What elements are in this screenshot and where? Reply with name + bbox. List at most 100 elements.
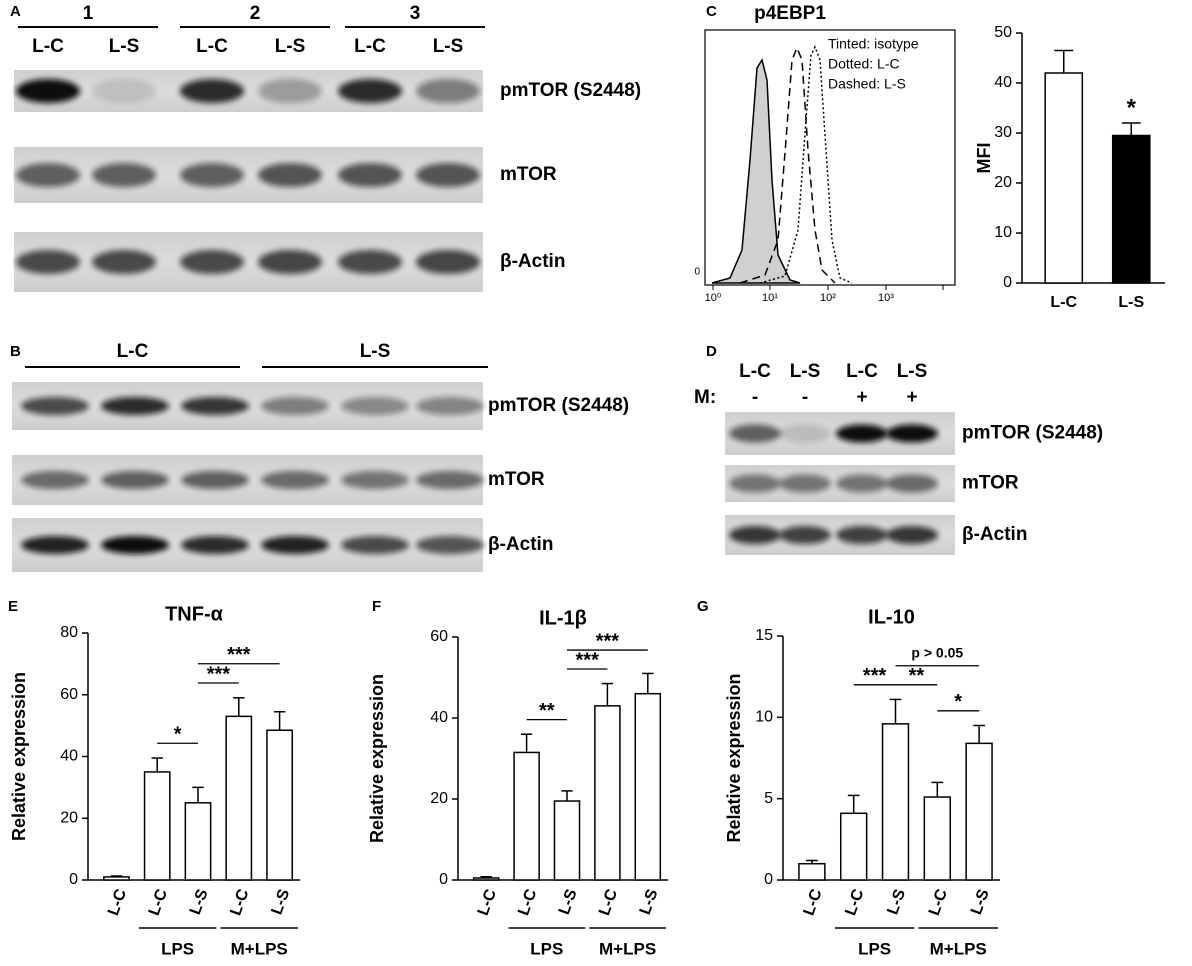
blot-band [16, 250, 80, 274]
bar [266, 729, 293, 881]
bar [143, 771, 171, 881]
lane-label: L-S [109, 36, 140, 57]
blot-band [101, 397, 169, 415]
group-label: L-C [117, 341, 149, 362]
bar [1044, 72, 1084, 284]
band-label: pmTOR (S2448) [500, 80, 641, 101]
blot-band [180, 79, 244, 103]
blot-band [836, 526, 888, 544]
significance-label: ** [909, 665, 925, 687]
blot-band [261, 471, 329, 489]
panel-letter: B [10, 343, 21, 360]
bar [594, 705, 621, 881]
panel-letter: D [706, 343, 717, 360]
y-tick-label: 10 [755, 709, 773, 726]
lane-label: L-C [196, 36, 228, 57]
flow-x-tick: 10³ [878, 292, 894, 304]
blot-band [886, 424, 938, 443]
blot-band [338, 163, 402, 187]
blot-band [416, 536, 484, 554]
blot-band [92, 250, 156, 274]
blot-band [779, 474, 831, 493]
group-label: LPS [530, 939, 563, 958]
flow-x-tick: 10⁰ [705, 292, 722, 304]
lane-label: L-C [846, 361, 878, 382]
blot-band [181, 397, 249, 415]
blot-band [181, 536, 249, 554]
blot-band [779, 424, 831, 443]
lane-label: L-S [897, 361, 928, 382]
blot-band [729, 526, 781, 544]
bar [1111, 134, 1151, 284]
band-label: mTOR [500, 164, 557, 185]
panel-letter: C [706, 3, 717, 20]
blot-band [416, 163, 480, 187]
significance-label: *** [227, 644, 251, 666]
blot-band [341, 397, 409, 415]
y-axis-label: Relative expression [9, 672, 29, 841]
chart-title: IL-10 [868, 606, 915, 628]
y-tick-label: 20 [60, 809, 78, 826]
bar [923, 796, 952, 881]
y-tick-label: 80 [60, 624, 78, 641]
blot-band [261, 536, 329, 554]
lane-label: L-S [275, 36, 306, 57]
group-label: M+LPS [599, 939, 656, 958]
y-axis-label: MFI [974, 143, 994, 174]
bar [553, 800, 581, 881]
y-tick-label: 20 [994, 174, 1012, 191]
blot-band [16, 163, 80, 187]
y-tick-label: 60 [430, 628, 448, 645]
blot-band [92, 79, 156, 103]
treatment-label: M: [694, 387, 716, 408]
bar [634, 692, 662, 881]
blot-band [21, 536, 89, 554]
bar [184, 802, 212, 881]
panel-letter: E [8, 598, 18, 615]
blot-band [836, 424, 888, 443]
treatment-sign: + [906, 387, 917, 408]
significance-label: *** [596, 630, 620, 652]
bar [798, 862, 826, 881]
group-label: 2 [250, 3, 261, 24]
x-tick-label: L-S [1118, 294, 1144, 311]
bar [472, 877, 500, 881]
flow-x-tick: 10² [820, 292, 836, 304]
lane-label: L-C [354, 36, 386, 57]
blot-band [16, 79, 80, 103]
lane-label: L-C [32, 36, 64, 57]
bar [513, 751, 540, 881]
blot-band [338, 79, 402, 103]
blot-band [92, 163, 156, 187]
group-label: 1 [83, 3, 94, 24]
blot-band [886, 474, 938, 493]
y-axis-label: Relative expression [367, 674, 387, 843]
bar [839, 812, 868, 881]
group-label: M+LPS [231, 939, 288, 958]
blot-band [181, 471, 249, 489]
y-tick-label: 40 [994, 74, 1012, 91]
blot-band [416, 471, 484, 489]
blot-band [341, 471, 409, 489]
blot-band [101, 471, 169, 489]
bar [225, 715, 253, 881]
band-label: pmTOR (S2448) [962, 423, 1103, 444]
isotype-curve [711, 58, 801, 284]
band-label: mTOR [488, 469, 545, 490]
blot-band [416, 79, 480, 103]
lane-label: L-C [739, 361, 771, 382]
blot-band [836, 474, 888, 493]
y-tick-label: 0 [439, 871, 448, 888]
blot-band [21, 397, 89, 415]
lane-label: L-S [433, 36, 464, 57]
flow-title: p4EBP1 [754, 3, 826, 24]
flow-frame [704, 29, 956, 286]
y-tick-label: 40 [60, 748, 78, 765]
significance-label: * [954, 691, 962, 713]
treatment-sign: - [802, 387, 808, 408]
significance-label: ** [539, 700, 555, 722]
y-tick-label: 60 [60, 686, 78, 703]
band-label: mTOR [962, 473, 1019, 494]
significance-label: * [174, 724, 182, 746]
